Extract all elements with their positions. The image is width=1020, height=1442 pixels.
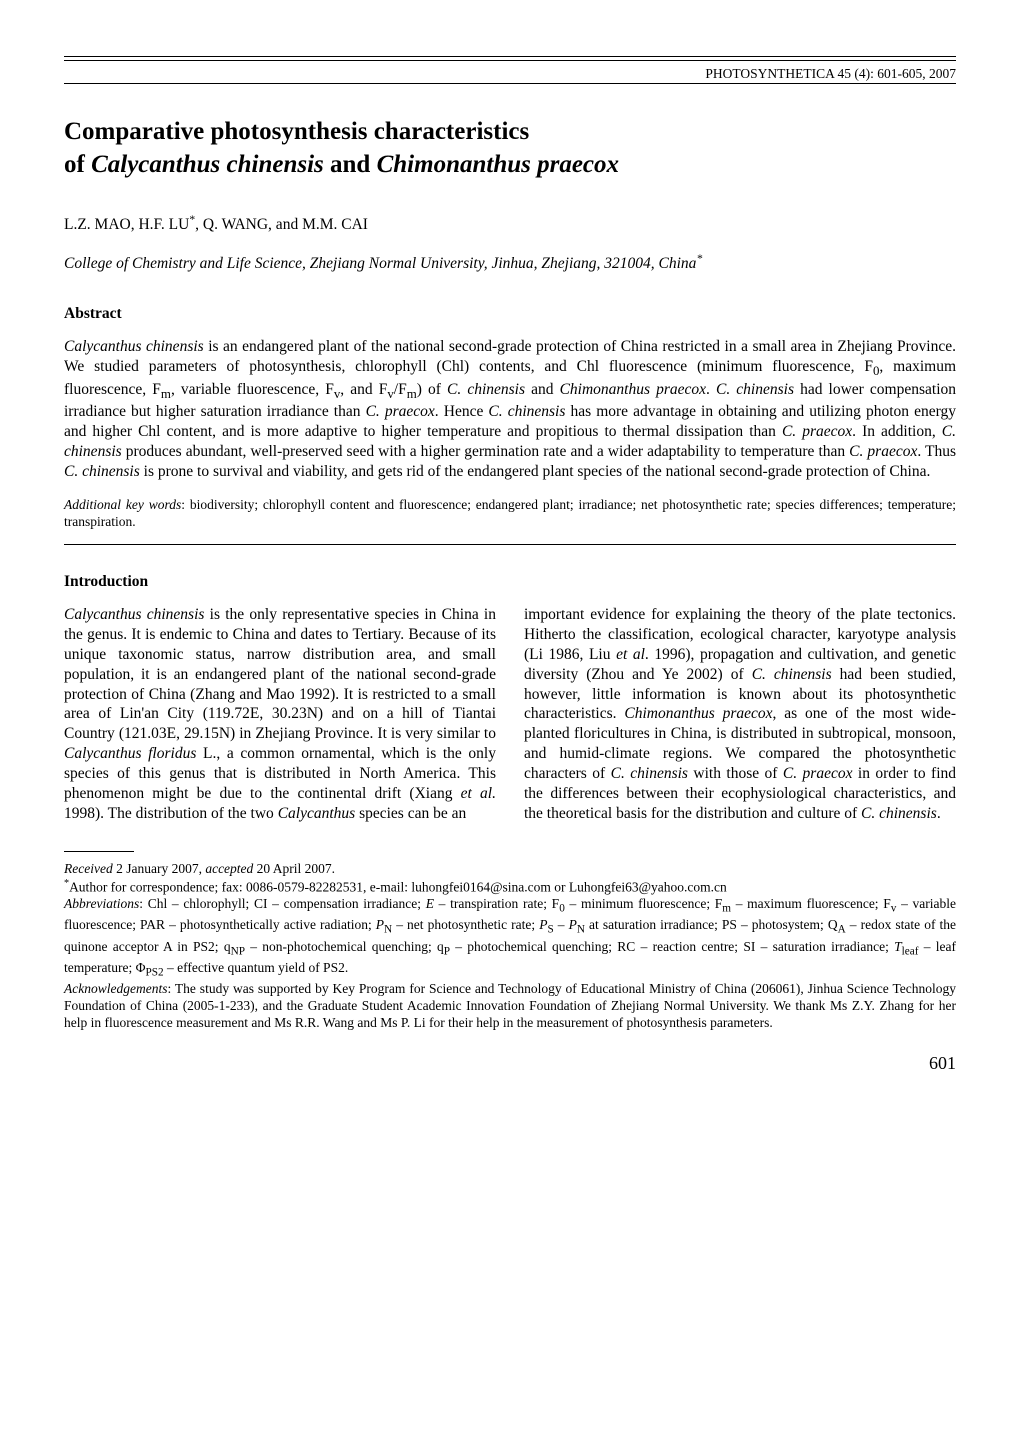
paper-title: Comparative photosynthesis characteristi… [64, 116, 956, 181]
introduction-heading: Introduction [64, 573, 956, 591]
affiliation: College of Chemistry and Life Science, Z… [64, 252, 956, 273]
keywords-rule [64, 544, 956, 545]
authors: L.Z. MAO, H.F. LU*, Q. WANG, and M.M. CA… [64, 213, 956, 234]
footnote-acknowledgements: Acknowledgements: The study was supporte… [64, 980, 956, 1032]
title-species-1: Calycanthus chinensis [91, 151, 324, 178]
title-line-2-of: of [64, 151, 91, 178]
header-rule-mid [64, 60, 956, 61]
title-species-2: Chimonanthus praecox [377, 151, 619, 178]
title-line-1: Comparative photosynthesis characteristi… [64, 118, 529, 145]
footnote-correspondence: *Author for correspondence; fax: 0086-05… [64, 878, 956, 896]
introduction-columns: Calycanthus chinensis is the only repres… [64, 605, 956, 823]
footnote-received: Received 2 January 2007, accepted 20 Apr… [64, 860, 956, 877]
header-rule-top [64, 56, 956, 57]
abstract-heading: Abstract [64, 305, 956, 323]
keywords-label: Additional key words [64, 497, 181, 512]
keywords-text: : biodiversity; chlorophyll content and … [64, 497, 956, 529]
page-number: 601 [64, 1053, 956, 1074]
keywords: Additional key words: biodiversity; chlo… [64, 496, 956, 531]
footnotes: Received 2 January 2007, accepted 20 Apr… [64, 860, 956, 1031]
title-line-2-and: and [324, 151, 377, 178]
footnote-abbreviations: Abbreviations: Chl – chlorophyll; CI – c… [64, 895, 956, 979]
abstract-text: Calycanthus chinensis is an endangered p… [64, 337, 956, 481]
header-rule-bottom [64, 83, 956, 84]
journal-header: PHOTOSYNTHETICA 45 (4): 601-605, 2007 [64, 65, 956, 83]
introduction-col-right: important evidence for explaining the th… [524, 605, 956, 823]
footnote-rule [64, 851, 134, 852]
introduction-col-left: Calycanthus chinensis is the only repres… [64, 605, 496, 823]
